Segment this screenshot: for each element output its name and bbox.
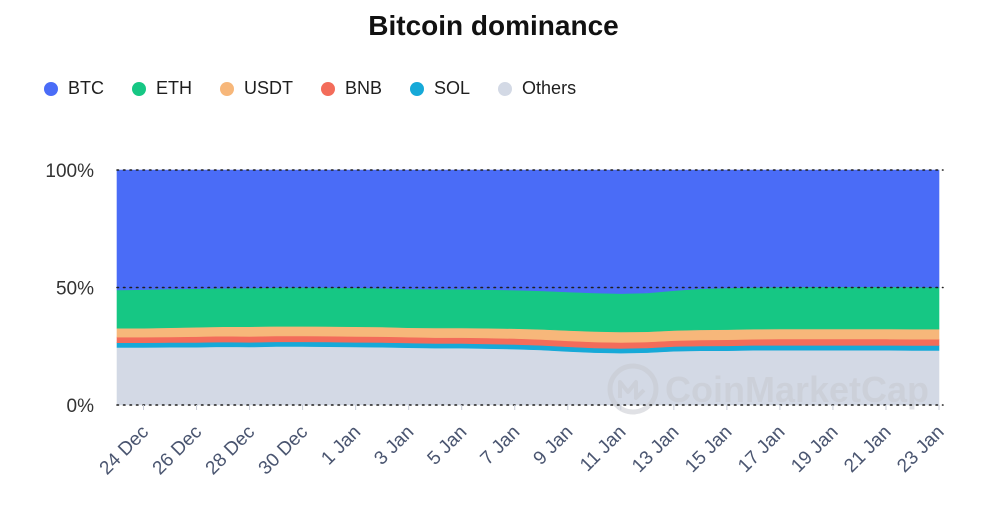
x-tick-label: 21 Jan [840,422,895,477]
x-tick-label: 17 Jan [734,422,789,477]
legend-item-btc[interactable]: BTC [44,78,104,99]
chart-legend: BTC ETH USDT BNB SOL Others [44,78,604,99]
legend-label: USDT [244,78,293,98]
legend-item-usdt[interactable]: USDT [220,78,293,99]
legend-label: ETH [156,78,192,98]
legend-item-others[interactable]: Others [498,78,576,99]
legend-item-sol[interactable]: SOL [410,78,470,99]
legend-swatch [44,81,58,96]
area-series-btc [116,169,940,294]
watermark-text: CoinMarketCap [665,369,929,410]
x-tick-label: 26 Dec [149,422,206,479]
x-tick-label: 5 Jan [424,422,472,470]
x-tick-label: 7 Jan [477,422,525,470]
x-tick-label: 1 Jan [317,422,365,470]
x-tick-label: 13 Jan [628,422,683,477]
legend-label: BNB [345,78,383,98]
x-tick-label: 3 Jan [370,422,418,470]
legend-swatch [220,81,234,96]
x-tick-label: 9 Jan [530,422,578,470]
coinmarketcap-logo-icon [607,363,659,415]
x-tick-label: 23 Jan [893,422,948,477]
chart-title: Bitcoin dominance [368,10,619,41]
coinmarketcap-logo-mark [618,380,646,400]
y-tick-label: 100% [45,161,94,182]
x-tick-label: 28 Dec [202,422,259,479]
legend-label: Others [522,78,577,98]
legend-swatch [498,81,513,96]
x-tick-label: 11 Jan [576,422,630,476]
legend-swatch [321,81,335,96]
y-tick-label: 50% [56,279,94,300]
y-tick-label: 0% [67,396,95,417]
x-tick-label: 24 Dec [96,422,153,479]
watermark: CoinMarketCap [607,363,929,415]
legend-label: SOL [434,78,471,98]
area-series-eth [116,286,940,333]
legend-label: BTC [68,78,104,98]
x-tick-label: 15 Jan [681,422,736,477]
legend-item-bnb[interactable]: BNB [321,78,382,99]
area-layers [116,169,940,406]
x-tick-label: 30 Dec [255,422,312,479]
legend-swatch [132,81,146,96]
legend-swatch [410,81,425,96]
x-tick-label: 19 Jan [787,422,842,477]
legend-item-eth[interactable]: ETH [132,78,192,99]
